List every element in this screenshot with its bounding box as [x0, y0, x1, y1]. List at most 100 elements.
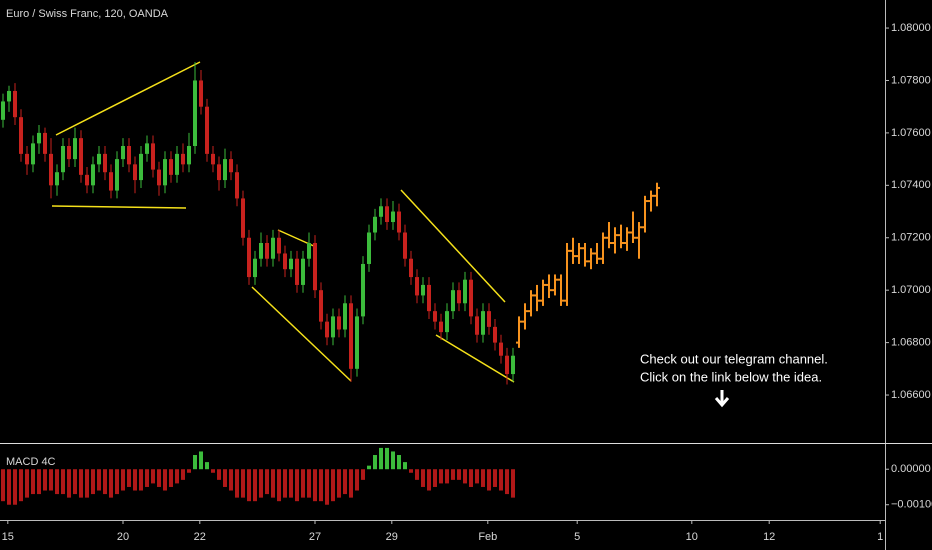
x-tick-label: 10 [686, 531, 698, 543]
x-tick-label: 22 [194, 531, 206, 543]
histogram-bar [397, 455, 401, 470]
histogram-bar [139, 469, 143, 491]
histogram-bar [475, 469, 479, 484]
candle-body [7, 90, 11, 102]
histogram-bar [277, 469, 281, 502]
histogram-bar [439, 469, 443, 484]
candle-body [139, 153, 143, 181]
histogram-bar [67, 469, 71, 498]
candle-body [361, 263, 365, 317]
histogram-bar [487, 469, 491, 491]
candle-body [319, 290, 323, 322]
histogram-bar [19, 469, 23, 502]
candle-body [43, 132, 47, 154]
histogram-bar [373, 455, 377, 470]
candle-body [157, 169, 161, 186]
candle-body [199, 80, 203, 107]
x-tick-label: 1 [877, 531, 883, 543]
candle-body [115, 159, 119, 191]
histogram-bar [457, 469, 461, 480]
histogram-bar [391, 451, 395, 470]
trendline [435, 334, 515, 383]
histogram-bar [97, 469, 101, 491]
candle-body [127, 146, 131, 165]
candle-body [181, 153, 185, 165]
candle-body [283, 253, 287, 270]
candle-body [271, 237, 275, 259]
candle-body [307, 242, 311, 259]
histogram-bar [379, 447, 383, 470]
candle-body [427, 284, 431, 312]
histogram-bar [367, 465, 371, 470]
y-tick-label: 1.08000 [891, 22, 931, 34]
candle-body [493, 326, 497, 343]
candle-body [433, 311, 437, 322]
histogram-bar [85, 469, 89, 498]
histogram-bar [493, 469, 497, 487]
histogram-bar [193, 455, 197, 470]
y-tick-label: 1.07200 [891, 232, 931, 244]
histogram-bar [217, 469, 221, 480]
histogram-bar [91, 469, 95, 495]
y-tick-label: 1.06600 [891, 389, 931, 401]
histogram-bar [445, 469, 449, 484]
candle-body [205, 106, 209, 154]
chart-title: Euro / Swiss Franc, 120, OANDA [6, 8, 169, 20]
candle-body [235, 172, 239, 199]
candle-body [313, 242, 317, 291]
histogram-bar [145, 469, 149, 487]
histogram-bar [7, 469, 11, 505]
candle-body [337, 316, 341, 330]
candle-body [439, 321, 443, 333]
candle-body [295, 258, 299, 285]
histogram-bar [115, 469, 119, 495]
candle-body [217, 164, 221, 181]
y-tick-label: 1.07000 [891, 284, 931, 296]
histogram-bar [307, 469, 311, 498]
indicator-title: MACD 4C [6, 456, 56, 468]
histogram-bar [37, 469, 41, 495]
histogram-bar [223, 469, 227, 487]
histogram-bar [463, 469, 467, 484]
candle-body [487, 311, 491, 327]
histogram-bar [355, 469, 359, 491]
histogram-bar [325, 469, 329, 505]
x-tick-label: 20 [117, 531, 129, 543]
histogram-bar [289, 469, 293, 498]
candle-body [247, 237, 251, 278]
x-tick-label: 27 [309, 531, 321, 543]
histogram-bar [181, 469, 185, 480]
candle-body [97, 153, 101, 165]
candle-body [25, 153, 29, 165]
y-tick-label: 1.07800 [891, 74, 931, 86]
candle-body [325, 321, 329, 338]
candle-body [355, 316, 359, 369]
candle-body [193, 80, 197, 147]
candle-body [241, 198, 245, 238]
candle-body [151, 143, 155, 170]
histogram-bar [349, 469, 353, 498]
arrow-icon [714, 390, 730, 408]
histogram-bar [451, 469, 455, 480]
histogram-bar [109, 469, 113, 498]
histogram-bar [25, 469, 29, 498]
y-tick-label: 0.00000 [891, 463, 931, 475]
histogram-bar [157, 469, 161, 487]
histogram-bar [31, 469, 35, 495]
annotation: Check out our telegram channel. [640, 351, 828, 366]
histogram-bar [319, 469, 323, 502]
histogram-bar [103, 469, 107, 495]
candle-body [463, 279, 467, 304]
histogram-bar [121, 469, 125, 491]
histogram-bar [61, 469, 65, 495]
histogram-bar [337, 469, 341, 498]
candle-body [379, 206, 383, 217]
histogram-bar [271, 469, 275, 498]
candle-body [175, 153, 179, 175]
histogram-bar [229, 469, 233, 491]
candle-body [1, 101, 5, 120]
y-tick-label: 1.07600 [891, 127, 931, 139]
histogram-bar [385, 447, 389, 470]
candle-body [67, 146, 71, 160]
